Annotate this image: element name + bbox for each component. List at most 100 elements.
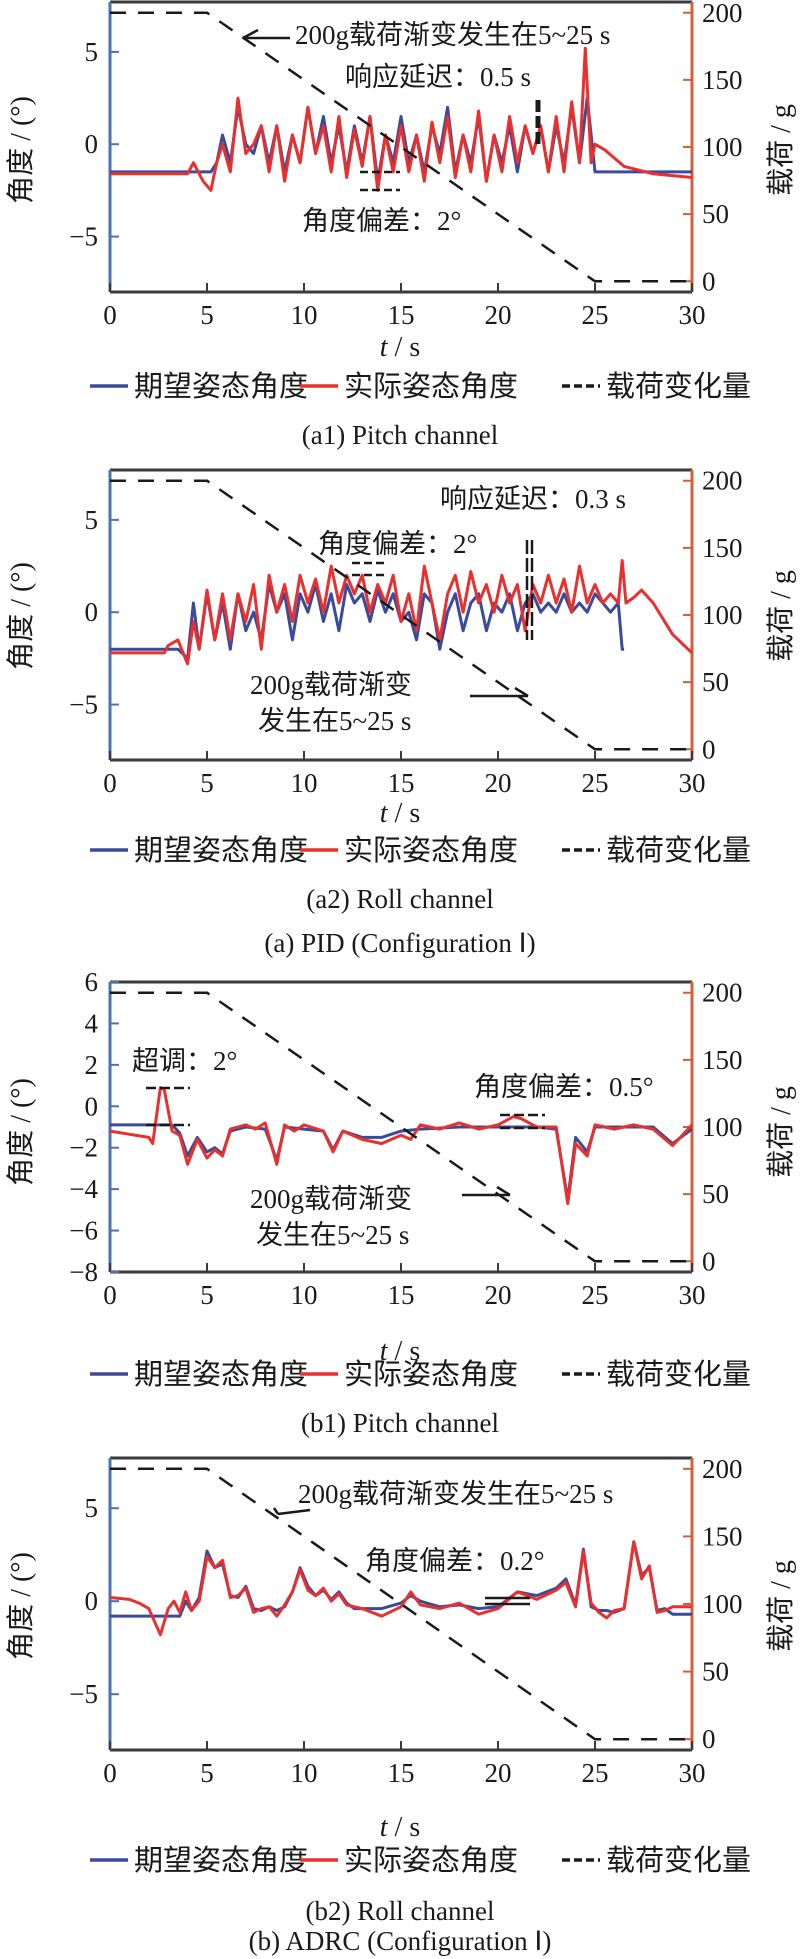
- annotation-load-change: 200g载荷渐变发生在5~25 s: [295, 20, 610, 50]
- x-tick-label: 20: [485, 1758, 512, 1788]
- x-tick-label: 5: [200, 768, 214, 798]
- legend-label: 载荷变化量: [606, 370, 751, 403]
- y2-axis-label: 载荷 / g: [765, 1086, 797, 1178]
- x-tick-label: 15: [388, 300, 415, 330]
- x-tick-label: 10: [291, 300, 318, 330]
- annotation-leader: [496, 1185, 511, 1197]
- y-tick-label: −8: [69, 1257, 98, 1287]
- y2-tick-label: 0: [702, 1246, 716, 1276]
- y-tick-label: 0: [85, 1586, 99, 1616]
- x-tick-label: 25: [582, 1280, 609, 1310]
- x-tick-label: 30: [679, 768, 706, 798]
- y2-tick-label: 100: [702, 1589, 743, 1619]
- y-tick-label: 5: [85, 505, 99, 535]
- y2-tick-label: 200: [702, 466, 743, 496]
- y2-tick-label: 150: [702, 65, 743, 95]
- y2-tick-label: 50: [702, 667, 729, 697]
- x-tick-label: 15: [388, 768, 415, 798]
- series-actual-angle: [110, 559, 694, 666]
- annotation-angle-deviation: 角度偏差：0.5°: [474, 1072, 654, 1102]
- group-caption-a: (a) PID (Configuration Ⅰ): [264, 928, 535, 958]
- y-tick-label: 5: [85, 1493, 99, 1523]
- legend-label: 载荷变化量: [606, 1358, 751, 1391]
- x-tick-label: 5: [200, 300, 214, 330]
- y2-tick-label: 0: [702, 1724, 716, 1754]
- y-tick-label: 6: [85, 967, 99, 997]
- series-load-change: [110, 479, 692, 751]
- annotation-leader: [242, 28, 259, 40]
- panel-caption: (b1) Pitch channel: [301, 1408, 499, 1438]
- annotation-leader: [514, 686, 529, 698]
- y2-tick-label: 100: [702, 1112, 743, 1142]
- legend-label: 实际姿态角度: [344, 1844, 518, 1877]
- annotation-load-change-line2: 发生在5~25 s: [258, 706, 411, 736]
- y2-tick-label: 200: [702, 0, 743, 28]
- y-tick-label: 2: [85, 1050, 99, 1080]
- x-tick-label: 20: [485, 300, 512, 330]
- x-tick-label: 30: [679, 1758, 706, 1788]
- x-axis-label: t / s: [380, 332, 420, 363]
- y2-axis-label: 载荷 / g: [765, 1560, 797, 1652]
- y2-tick-label: 0: [702, 734, 716, 764]
- panel-b1: 角度 / (°) 载荷 / g 超调：2° 角度偏差：0.5° 200g载荷渐变…: [5, 967, 797, 1438]
- x-axis-label: t / s: [380, 798, 420, 829]
- y-axis-label: 角度 / (°): [5, 1552, 37, 1660]
- annotation-overshoot: 超调：2°: [132, 1046, 237, 1076]
- x-tick-label: 30: [679, 1280, 706, 1310]
- x-tick-label: 5: [200, 1758, 214, 1788]
- series-load-change: [110, 1467, 692, 1741]
- x-tick-label: 30: [679, 300, 706, 330]
- annotation-load-change-line2: 发生在5~25 s: [256, 1220, 409, 1250]
- annotation-leader: [277, 1508, 311, 1516]
- y-tick-label: 4: [85, 1008, 99, 1038]
- y2-tick-label: 150: [702, 1045, 743, 1075]
- x-tick-label: 10: [291, 768, 318, 798]
- y-axis-label: 角度 / (°): [5, 562, 37, 670]
- x-tick-label: 10: [291, 1758, 318, 1788]
- y-tick-label: −5: [69, 1679, 98, 1709]
- x-tick-label: 15: [388, 1758, 415, 1788]
- legend-label: 期望姿态角度: [134, 1358, 308, 1391]
- x-tick-label: 15: [388, 1280, 415, 1310]
- annotation-load-change: 200g载荷渐变发生在5~25 s: [298, 1479, 613, 1509]
- panel-a1: 角度 / (°) 载荷 / g 200g载荷渐变发生在5~25 s 响应延迟：0…: [5, 0, 797, 450]
- legend-label: 期望姿态角度: [134, 370, 308, 403]
- x-tick-label: 10: [291, 1280, 318, 1310]
- legend-label: 实际姿态角度: [344, 370, 518, 403]
- panel-a2: 角度 / (°) 载荷 / g 响应延迟：0.3 s 角度偏差：2° 200g载…: [5, 466, 797, 958]
- legend-label: 期望姿态角度: [134, 1844, 308, 1877]
- y2-tick-label: 50: [702, 1657, 729, 1687]
- y2-tick-label: 50: [702, 1179, 729, 1209]
- y2-tick-label: 0: [702, 266, 716, 296]
- series-load-change: [110, 11, 692, 283]
- annotation-angle-deviation: 角度偏差：0.2°: [365, 1546, 545, 1576]
- y2-tick-label: 150: [702, 1521, 743, 1551]
- annotation-leader: [272, 1507, 280, 1515]
- x-tick-label: 0: [103, 768, 117, 798]
- annotation-angle-deviation: 角度偏差：2°: [302, 206, 461, 236]
- group-caption-b: (b) ADRC (Configuration Ⅰ): [249, 1926, 552, 1956]
- legend-label: 期望姿态角度: [134, 834, 308, 867]
- series-actual-angle: [109, 1540, 692, 1637]
- annotation-load-change-line1: 200g载荷渐变: [250, 1184, 412, 1214]
- y-tick-label: 0: [85, 1091, 99, 1121]
- annotation-response-delay: 响应延迟：0.3 s: [440, 484, 626, 514]
- x-tick-label: 0: [103, 1280, 117, 1310]
- x-axis-label: t / s: [380, 1336, 420, 1367]
- x-tick-label: 25: [582, 1758, 609, 1788]
- panel-caption: (a2) Roll channel: [306, 884, 493, 914]
- y2-tick-label: 200: [702, 1454, 743, 1484]
- panel-b2: 角度 / (°) 载荷 / g 200g载荷渐变发生在5~25 s 角度偏差：0…: [5, 1454, 797, 1956]
- legend-label: 载荷变化量: [606, 1844, 751, 1877]
- y2-tick-label: 200: [702, 978, 743, 1008]
- x-tick-label: 25: [582, 768, 609, 798]
- x-tick-label: 0: [103, 1758, 117, 1788]
- y2-tick-label: 100: [702, 600, 743, 630]
- panel-caption: (b2) Roll channel: [306, 1896, 495, 1926]
- x-tick-label: 20: [485, 768, 512, 798]
- y2-tick-label: 50: [702, 199, 729, 229]
- y2-tick-label: 150: [702, 533, 743, 563]
- x-axis-label: t / s: [380, 1812, 420, 1843]
- y-axis-label: 角度 / (°): [5, 96, 37, 204]
